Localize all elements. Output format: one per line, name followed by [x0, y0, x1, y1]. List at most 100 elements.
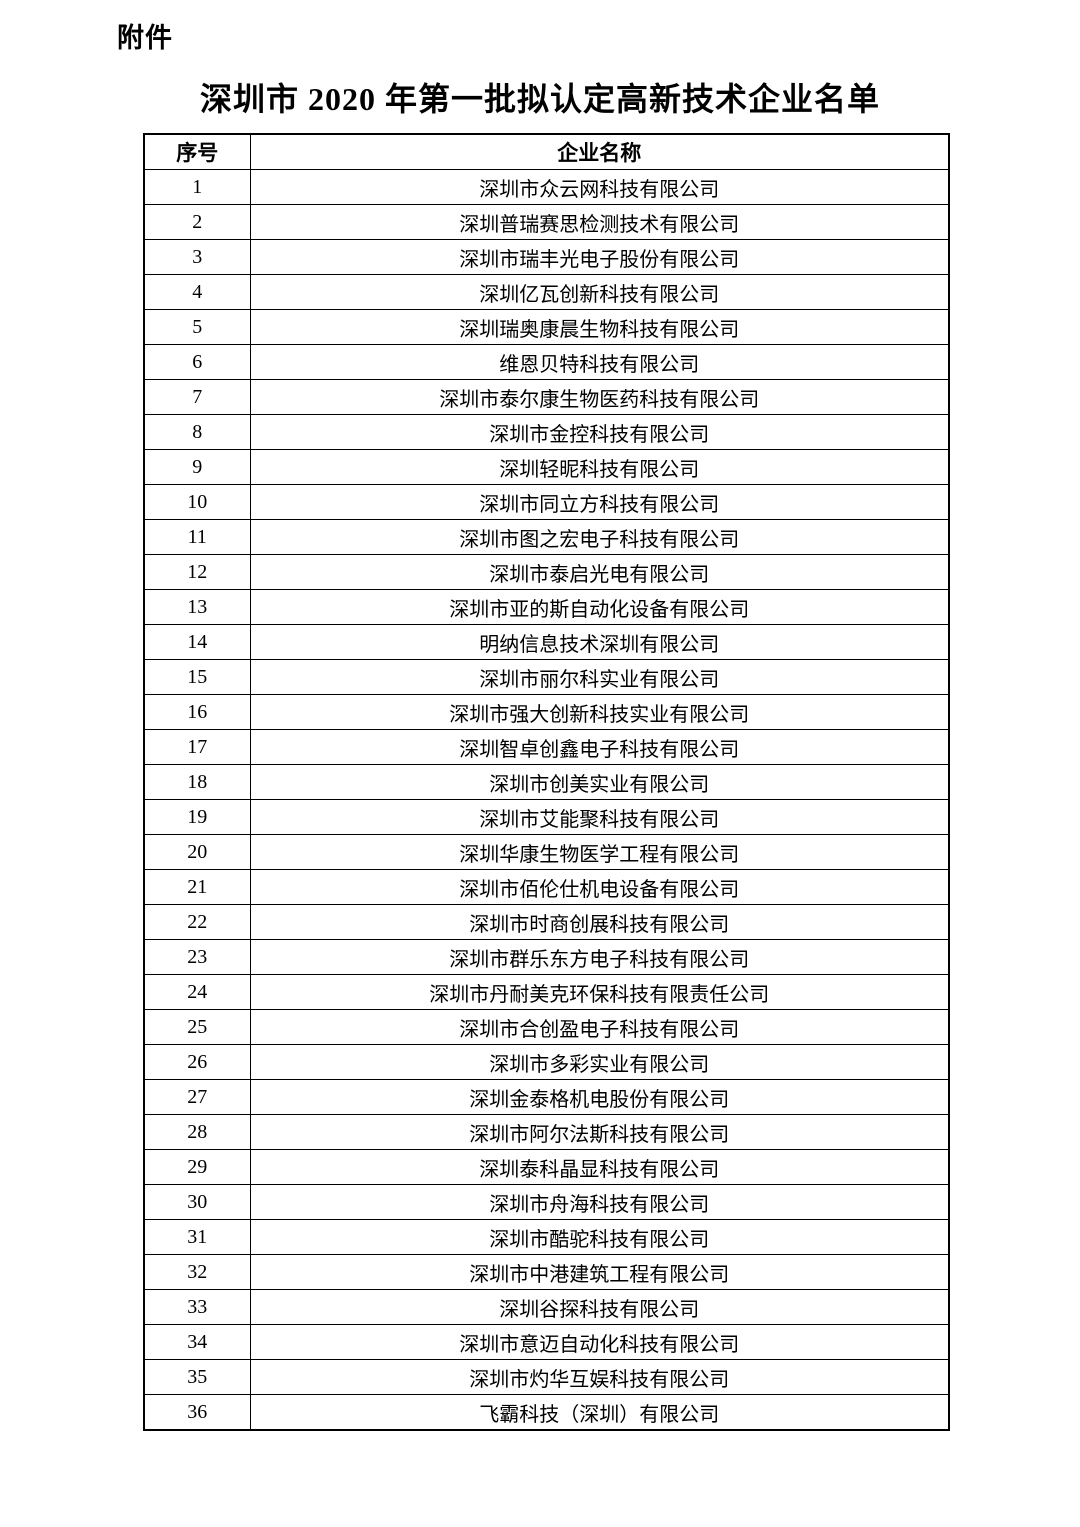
- table-row: 15 深圳市丽尔科实业有限公司: [143, 659, 950, 695]
- company-name-cell: 深圳智卓创鑫电子科技有限公司: [249, 729, 950, 765]
- table-row: 12 深圳市泰启光电有限公司: [143, 554, 950, 590]
- table-row: 14 明纳信息技术深圳有限公司: [143, 624, 950, 660]
- company-name-cell: 深圳市意迈自动化科技有限公司: [249, 1324, 950, 1360]
- company-name-cell: 深圳市群乐东方电子科技有限公司: [249, 939, 950, 975]
- table-row: 1 深圳市众云网科技有限公司: [143, 169, 950, 205]
- company-name-cell: 深圳市佰伦仕机电设备有限公司: [249, 869, 950, 905]
- table-row: 32 深圳市中港建筑工程有限公司: [143, 1254, 950, 1290]
- company-name-cell: 深圳轻昵科技有限公司: [249, 449, 950, 485]
- table-row: 5 深圳瑞奥康晨生物科技有限公司: [143, 309, 950, 345]
- row-number-cell: 5: [143, 309, 251, 345]
- row-number-cell: 21: [143, 869, 251, 905]
- company-name-cell: 深圳市创美实业有限公司: [249, 764, 950, 800]
- table-row: 2 深圳普瑞赛思检测技术有限公司: [143, 204, 950, 240]
- table-row: 25 深圳市合创盈电子科技有限公司: [143, 1009, 950, 1045]
- company-name-cell: 深圳泰科晶显科技有限公司: [249, 1149, 950, 1185]
- row-number-cell: 19: [143, 799, 251, 835]
- table-row: 24 深圳市丹耐美克环保科技有限责任公司: [143, 974, 950, 1010]
- company-name-cell: 深圳市艾能聚科技有限公司: [249, 799, 950, 835]
- table-row: 7 深圳市泰尔康生物医药科技有限公司: [143, 379, 950, 415]
- company-name-cell: 深圳市众云网科技有限公司: [249, 169, 950, 205]
- company-name-cell: 明纳信息技术深圳有限公司: [249, 624, 950, 660]
- row-number-cell: 2: [143, 204, 251, 240]
- row-number-cell: 18: [143, 764, 251, 800]
- row-number-cell: 34: [143, 1324, 251, 1360]
- row-number-cell: 35: [143, 1359, 251, 1395]
- row-number-cell: 17: [143, 729, 251, 765]
- company-name-cell: 深圳市多彩实业有限公司: [249, 1044, 950, 1080]
- table-row: 22 深圳市时商创展科技有限公司: [143, 904, 950, 940]
- row-number-cell: 13: [143, 589, 251, 625]
- row-number-cell: 8: [143, 414, 251, 450]
- row-number-cell: 12: [143, 554, 251, 590]
- company-name-cell: 深圳普瑞赛思检测技术有限公司: [249, 204, 950, 240]
- row-number-cell: 4: [143, 274, 251, 310]
- company-name-cell: 深圳市灼华互娱科技有限公司: [249, 1359, 950, 1395]
- company-name-cell: 深圳市合创盈电子科技有限公司: [249, 1009, 950, 1045]
- page-title: 深圳市 2020 年第一批拟认定高新技术企业名单: [199, 81, 880, 117]
- company-name-cell: 深圳市舟海科技有限公司: [249, 1184, 950, 1220]
- table-header-row: 序号 企业名称: [143, 133, 950, 170]
- attachment-label: 附件: [117, 23, 173, 53]
- table-row: 34 深圳市意迈自动化科技有限公司: [143, 1324, 950, 1360]
- table-row: 36 飞霸科技（深圳）有限公司: [143, 1394, 950, 1431]
- table-row: 31 深圳市酷驼科技有限公司: [143, 1219, 950, 1255]
- company-name-cell: 深圳市丹耐美克环保科技有限责任公司: [249, 974, 950, 1010]
- row-number-cell: 33: [143, 1289, 251, 1325]
- company-name-cell: 深圳瑞奥康晨生物科技有限公司: [249, 309, 950, 345]
- company-name-cell: 深圳市阿尔法斯科技有限公司: [249, 1114, 950, 1150]
- column-header-name: 企业名称: [249, 133, 950, 170]
- table-row: 33 深圳谷探科技有限公司: [143, 1289, 950, 1325]
- company-name-cell: 深圳金泰格机电股份有限公司: [249, 1079, 950, 1115]
- table-row: 17 深圳智卓创鑫电子科技有限公司: [143, 729, 950, 765]
- row-number-cell: 25: [143, 1009, 251, 1045]
- company-name-cell: 深圳市酷驼科技有限公司: [249, 1219, 950, 1255]
- table-row: 35 深圳市灼华互娱科技有限公司: [143, 1359, 950, 1395]
- column-header-no: 序号: [143, 133, 251, 170]
- row-number-cell: 1: [143, 169, 251, 205]
- company-table: 序号 企业名称 1 深圳市众云网科技有限公司 2 深圳普瑞赛思检测技术有限公司 …: [143, 133, 950, 1431]
- row-number-cell: 16: [143, 694, 251, 730]
- row-number-cell: 30: [143, 1184, 251, 1220]
- company-name-cell: 深圳市时商创展科技有限公司: [249, 904, 950, 940]
- row-number-cell: 28: [143, 1114, 251, 1150]
- company-name-cell: 深圳市图之宏电子科技有限公司: [249, 519, 950, 555]
- row-number-cell: 36: [143, 1394, 251, 1431]
- table-row: 18 深圳市创美实业有限公司: [143, 764, 950, 800]
- table-row: 3 深圳市瑞丰光电子股份有限公司: [143, 239, 950, 275]
- table-row: 28 深圳市阿尔法斯科技有限公司: [143, 1114, 950, 1150]
- company-name-cell: 深圳华康生物医学工程有限公司: [249, 834, 950, 870]
- company-name-cell: 深圳谷探科技有限公司: [249, 1289, 950, 1325]
- company-name-cell: 深圳市泰尔康生物医药科技有限公司: [249, 379, 950, 415]
- row-number-cell: 22: [143, 904, 251, 940]
- table-row: 20 深圳华康生物医学工程有限公司: [143, 834, 950, 870]
- row-number-cell: 14: [143, 624, 251, 660]
- table-row: 4 深圳亿瓦创新科技有限公司: [143, 274, 950, 310]
- company-name-cell: 深圳市泰启光电有限公司: [249, 554, 950, 590]
- company-name-cell: 深圳市强大创新科技实业有限公司: [249, 694, 950, 730]
- table-row: 27 深圳金泰格机电股份有限公司: [143, 1079, 950, 1115]
- row-number-cell: 6: [143, 344, 251, 380]
- company-table-body: 1 深圳市众云网科技有限公司 2 深圳普瑞赛思检测技术有限公司 3 深圳市瑞丰光…: [143, 169, 950, 1431]
- table-row: 9 深圳轻昵科技有限公司: [143, 449, 950, 485]
- table-row: 13 深圳市亚的斯自动化设备有限公司: [143, 589, 950, 625]
- row-number-cell: 11: [143, 519, 251, 555]
- company-name-cell: 维恩贝特科技有限公司: [249, 344, 950, 380]
- table-row: 29 深圳泰科晶显科技有限公司: [143, 1149, 950, 1185]
- row-number-cell: 31: [143, 1219, 251, 1255]
- company-name-cell: 深圳亿瓦创新科技有限公司: [249, 274, 950, 310]
- row-number-cell: 32: [143, 1254, 251, 1290]
- company-name-cell: 深圳市中港建筑工程有限公司: [249, 1254, 950, 1290]
- row-number-cell: 24: [143, 974, 251, 1010]
- table-row: 30 深圳市舟海科技有限公司: [143, 1184, 950, 1220]
- row-number-cell: 9: [143, 449, 251, 485]
- row-number-cell: 20: [143, 834, 251, 870]
- table-row: 26 深圳市多彩实业有限公司: [143, 1044, 950, 1080]
- table-row: 10 深圳市同立方科技有限公司: [143, 484, 950, 520]
- table-row: 16 深圳市强大创新科技实业有限公司: [143, 694, 950, 730]
- row-number-cell: 23: [143, 939, 251, 975]
- table-row: 6 维恩贝特科技有限公司: [143, 344, 950, 380]
- row-number-cell: 10: [143, 484, 251, 520]
- table-row: 8 深圳市金控科技有限公司: [143, 414, 950, 450]
